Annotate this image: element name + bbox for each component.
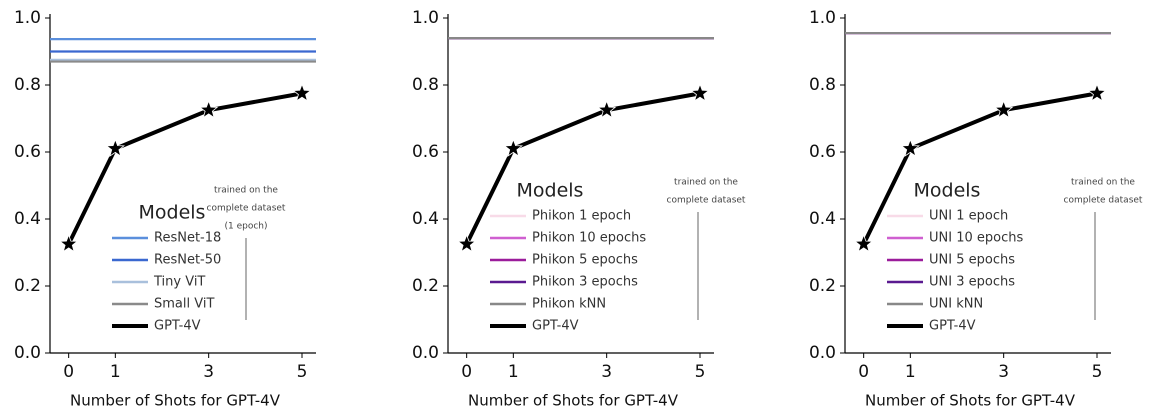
legend-label: UNI 5 epochs [929,253,1015,268]
x-tick-label: 0 [461,362,472,382]
x-tick-label: 1 [905,362,916,382]
x-tick-label: 5 [297,362,308,382]
legend-label: Phikon 1 epoch [532,209,631,224]
x-tick-label: 0 [63,362,74,382]
annotation: complete dataset [207,204,286,214]
y-tick-label: 0.2 [14,276,41,296]
x-axis-label: Number of Shots for GPT-4V [70,392,281,410]
y-tick-label: 0.2 [809,276,836,296]
legend-label: Phikon 3 epochs [532,275,638,290]
legend-title: Models [139,202,206,224]
star-marker [690,83,710,102]
y-tick-label: 0.0 [14,343,41,363]
data-line [66,91,303,246]
y-tick-label: 0.6 [809,142,836,162]
legend-title: Models [517,180,584,202]
annotation: complete dataset [667,196,746,206]
x-tick-label: 0 [858,362,869,382]
y-tick-label: 0.4 [809,209,836,229]
star-marker [900,138,920,157]
legend-label: UNI 3 epochs [929,275,1015,290]
x-axis-label: Number of Shots for GPT-4V [468,392,679,410]
y-tick-label: 0.4 [412,209,439,229]
y-tick-label: 0.8 [14,75,41,95]
star-marker [994,99,1014,119]
star-marker [457,233,477,253]
annotation: trained on the [674,178,738,188]
data-line [464,91,701,246]
star-marker [597,99,617,119]
y-tick-label: 1.0 [412,8,439,28]
x-tick-label: 5 [1092,362,1103,382]
x-tick-label: 3 [203,362,214,382]
annotation: complete dataset [1064,196,1143,206]
x-tick-label: 1 [110,362,121,382]
star-marker [59,233,79,253]
legend-title: Models [914,180,981,202]
x-axis-label: Number of Shots for GPT-4V [865,392,1076,410]
x-tick-label: 5 [695,362,706,382]
y-tick-label: 0.8 [412,75,439,95]
y-tick-label: 1.0 [14,8,41,28]
y-tick-label: 0.6 [412,142,439,162]
x-tick-label: 3 [998,362,1009,382]
legend-label: Phikon 10 epochs [532,231,646,246]
star-marker [503,138,523,157]
y-tick-label: 0.8 [809,75,836,95]
y-tick-label: 0.2 [412,276,439,296]
x-tick-label: 3 [601,362,612,382]
y-tick-label: 0.4 [14,209,41,229]
legend-label: Phikon 5 epochs [532,253,638,268]
legend-label: ResNet-50 [154,253,221,268]
legend-label: Tiny ViT [153,275,205,290]
x-tick-label: 1 [508,362,519,382]
legend-label: GPT-4V [154,319,201,334]
legend-label: UNI 1 epoch [929,209,1008,224]
legend-label: GPT-4V [532,319,579,334]
annotation: trained on the [214,186,278,196]
y-tick-label: 0.0 [412,343,439,363]
y-tick-label: 1.0 [809,8,836,28]
legend-label: UNI 10 epochs [929,231,1023,246]
legend-label: Small ViT [154,297,214,312]
y-tick-label: 0.0 [809,343,836,363]
legend-label: Phikon kNN [532,297,606,312]
legend-label: ResNet-18 [154,231,221,246]
legend-label: UNI kNN [929,297,983,312]
star-marker [105,138,125,157]
star-marker [854,233,874,253]
y-tick-label: 0.6 [14,142,41,162]
annotation: (1 epoch) [224,222,267,232]
data-line [861,91,1098,246]
legend-label: GPT-4V [929,319,976,334]
star-marker [199,99,219,119]
star-marker [1087,83,1107,102]
star-marker [292,83,312,102]
annotation: trained on the [1071,178,1135,188]
